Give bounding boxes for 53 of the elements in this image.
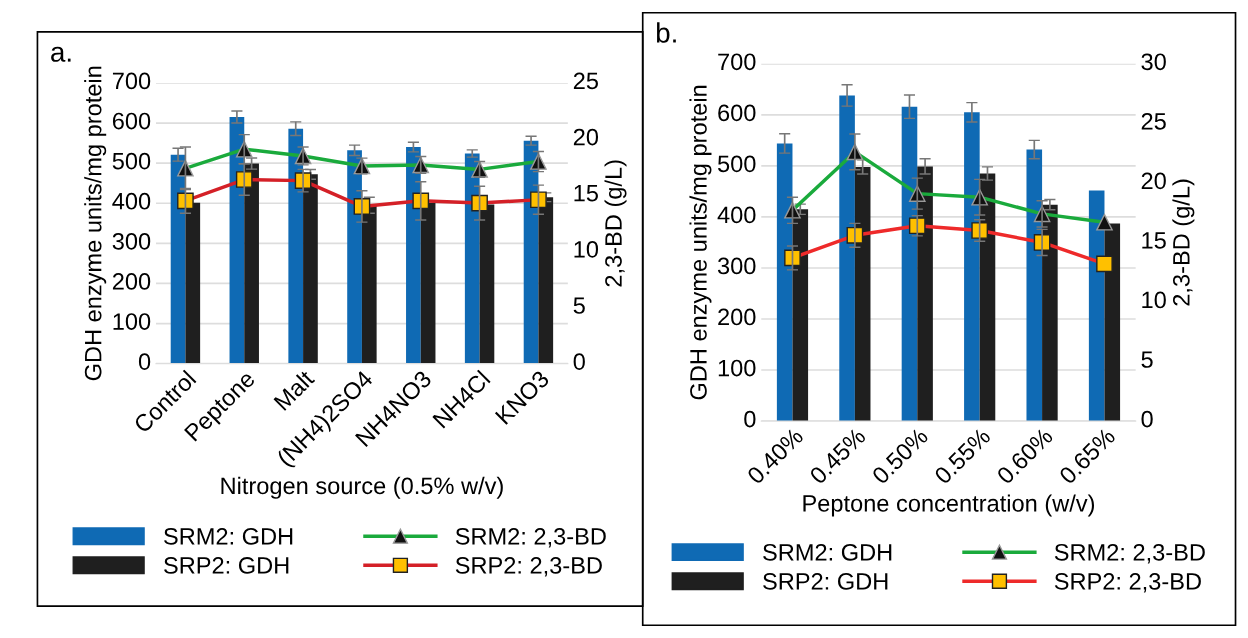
- y2-tick-label: 10: [1142, 291, 1166, 309]
- y-tick-label: 300: [112, 232, 151, 250]
- y2-tick-label: 0: [1141, 410, 1153, 428]
- y-tick-label: 100: [113, 313, 151, 330]
- y-tick-label: 300: [717, 257, 756, 275]
- y-tick-label: 100: [718, 359, 756, 377]
- y-tick-label: 500: [112, 152, 151, 170]
- bar: [288, 128, 304, 364]
- y-tick-label: 0: [744, 410, 756, 428]
- y-axis-title: GDH enzyme units/mg protein: [689, 85, 712, 400]
- y2-tick-label: 0: [573, 353, 585, 370]
- y-tick-label: 200: [718, 308, 756, 326]
- bar: [170, 154, 186, 364]
- y2-tick-label: 5: [573, 297, 585, 314]
- legend-label: SRM2: 2,3-BD: [455, 527, 606, 548]
- chart-title: a.: [51, 46, 71, 62]
- y2-axis-title: 2,3-BD (g/L): [1172, 179, 1195, 306]
- y2-tick-label: 25: [573, 72, 598, 90]
- bar: [229, 117, 245, 364]
- y-axis-title: GDH enzyme units/mg protein: [84, 66, 107, 381]
- y-tick-label: 400: [112, 192, 151, 210]
- y-tick-label: 700: [112, 72, 151, 90]
- y-tick-label: 500: [717, 155, 756, 173]
- chart-title: b.: [656, 22, 676, 43]
- y-tick-label: 400: [717, 206, 756, 224]
- legend-label: SRM2: GDH: [763, 543, 892, 561]
- y2-axis-title: 2,3-BD (g/L): [604, 160, 627, 287]
- legend-label: SRP2: GDH: [763, 573, 888, 590]
- legend-label: SRP2: GDH: [164, 557, 289, 574]
- y-tick-label: 200: [112, 273, 151, 290]
- legend-label: SRM2: 2,3-BD: [1054, 543, 1205, 564]
- bar: [1026, 149, 1043, 422]
- y2-tick-label: 30: [1141, 53, 1166, 71]
- y2-tick-label: 25: [1141, 112, 1166, 130]
- y2-tick-label: 15: [1142, 232, 1166, 249]
- bar: [776, 143, 793, 422]
- x-axis-title: Nitrogen source (0.5% w/v): [221, 476, 503, 499]
- bar: [839, 95, 855, 422]
- legend-label: SRP2: 2,3-BD: [1054, 573, 1201, 593]
- bar: [964, 112, 980, 422]
- x-axis-title: Peptone concentration (w/v): [803, 494, 1095, 517]
- y-tick-label: 600: [112, 112, 151, 130]
- y-tick-label: 700: [718, 53, 756, 71]
- y-tick-label: 600: [718, 104, 756, 122]
- y2-tick-label: 20: [1141, 172, 1166, 190]
- y-tick-label: 0: [138, 353, 151, 370]
- y2-tick-label: 20: [573, 128, 599, 146]
- legend-label: SRM2: GDH: [164, 527, 293, 545]
- bar: [901, 106, 918, 422]
- y2-tick-label: 5: [1141, 351, 1153, 368]
- y2-tick-label: 15: [574, 185, 598, 202]
- y2-tick-label: 10: [574, 240, 599, 258]
- legend-label: SRP2: 2,3-BD: [455, 557, 602, 577]
